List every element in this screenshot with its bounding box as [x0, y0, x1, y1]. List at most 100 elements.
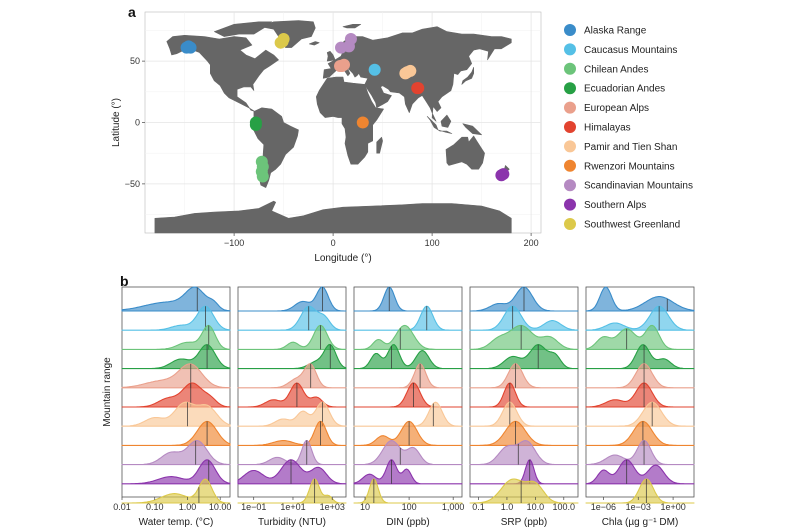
ridge-pamir-and-tien-shan-srp-ppb [469, 401, 579, 427]
ridge-himalayas-chla-g-g-dm [585, 382, 695, 408]
map-site-points [180, 33, 510, 183]
ridge-x-tick-label: 1,000 [442, 502, 465, 512]
ridge-ecuadorian-andes-water-temp-c [121, 344, 231, 370]
ridge-scandinavian-mountains-water-temp-c [121, 440, 231, 466]
map-x-tick-label: −100 [224, 238, 244, 248]
ridge-x-tick-label: 1e−01 [241, 502, 266, 512]
map-point-european-alps [337, 58, 350, 71]
ridge-southwest-greenland-din-ppb [353, 478, 463, 504]
ridge-pamir-and-tien-shan-water-temp-c [121, 401, 231, 427]
ridge-x-tick-label: 1e+01 [280, 502, 305, 512]
ridge-alaska-range-turbidity-ntu [237, 286, 347, 312]
ridge-caucasus-mountains-srp-ppb [469, 305, 579, 331]
legend-swatch-southwest-greenland [564, 218, 576, 230]
ridge-ecuadorian-andes-chla-g-g-dm [585, 344, 695, 370]
ridge-x-tick-label: 1e−03 [626, 502, 651, 512]
map-x-tick-label: 0 [331, 238, 336, 248]
ridge-southwest-greenland-water-temp-c [121, 478, 231, 504]
ridge-alaska-range-water-temp-c [121, 286, 231, 312]
landmass-north-america [166, 34, 279, 112]
ridge-x-tick-label: 1.00 [179, 502, 197, 512]
map-point-rwenzori-mountains [356, 116, 369, 129]
ridge-caucasus-mountains-turbidity-ntu [237, 305, 347, 331]
map-x-tick-label: 200 [524, 238, 539, 248]
ridgeline-panel-water-temp-c: 0.01 0.10 1.00 10.00 Water temp. (°C) [113, 286, 232, 528]
legend-swatch-scandinavian-mountains [564, 179, 576, 192]
ridge-southern-alps-turbidity-ntu [237, 459, 347, 485]
ridge-rwenzori-mountains-turbidity-ntu [237, 420, 347, 446]
ridge-x-tick-label: 0.01 [113, 502, 131, 512]
landmass-iceland [308, 41, 320, 46]
ridge-southern-alps-chla-g-g-dm [585, 459, 695, 485]
map-legend: Alaska Range Caucasus Mountains Chilean An… [564, 24, 693, 231]
ridge-caucasus-mountains-chla-g-g-dm [585, 305, 695, 331]
map-point-alaska-range [184, 41, 197, 54]
map-y-axis-label: Latitude (°) [111, 98, 122, 147]
landmass-new-guinea [462, 123, 482, 136]
ridge-southern-alps-srp-ppb [469, 459, 579, 485]
map-point-southwest-greenland [274, 36, 287, 49]
legend-label-alaska-range: Alaska Range [584, 26, 647, 37]
legend-label-scandinavian-mountains: Scandinavian Mountains [584, 181, 693, 192]
ridge-x-tick-label: 10.0 [527, 502, 545, 512]
ridge-european-alps-turbidity-ntu [237, 363, 347, 389]
ridge-x-tick-label: 1e−06 [591, 502, 616, 512]
ridge-southwest-greenland-srp-ppb [469, 478, 579, 504]
map-x-axis-label: Longitude (°) [314, 253, 371, 264]
ridge-x-tick-label: 0.1 [472, 502, 485, 512]
ridgeline-panel-chla-g-g-dm: 1e−06 1e−03 1e+00 Chla (µg g⁻¹ DM) [585, 286, 695, 528]
ridgeline-panels: 0.01 0.10 1.00 10.00 Water temp. (°C) 1e−01 1e… [113, 286, 695, 528]
ridge-southern-alps-water-temp-c [121, 459, 231, 485]
ridge-rwenzori-mountains-chla-g-g-dm [585, 420, 695, 446]
ridge-scandinavian-mountains-din-ppb [353, 440, 463, 466]
ridge-x-axis-label: Water temp. (°C) [139, 517, 214, 528]
ridge-ecuadorian-andes-din-ppb [353, 344, 463, 370]
map-y-tick-label: −50 [125, 179, 140, 189]
ridge-himalayas-water-temp-c [121, 382, 231, 408]
legend-swatch-caucasus-mountains [564, 43, 576, 56]
ridge-pamir-and-tien-shan-turbidity-ntu [237, 401, 347, 427]
landmass-japan [461, 67, 475, 85]
landmass-africa [315, 76, 384, 165]
ridge-x-axis-label: Turbidity (NTU) [258, 517, 326, 528]
landmass-canadian-islands [214, 21, 273, 37]
ridge-chilean-andes-din-ppb [353, 324, 463, 350]
ridge-southern-alps-din-ppb [353, 459, 463, 485]
ridge-alaska-range-chla-g-g-dm [585, 286, 695, 312]
map-x-tick-label: 100 [425, 238, 440, 248]
ridge-x-tick-label: 10 [360, 502, 370, 512]
map-y-tick-label: 0 [135, 118, 140, 128]
ridge-chilean-andes-srp-ppb [469, 324, 579, 350]
ridge-rwenzori-mountains-water-temp-c [121, 420, 231, 446]
legend-label-chilean-andes: Chilean Andes [584, 64, 649, 75]
ridge-x-tick-label: 0.10 [146, 502, 164, 512]
ridge-himalayas-din-ppb [353, 382, 463, 408]
ridgeline-panel-frame [353, 286, 463, 498]
ridge-x-axis-label: SRP (ppb) [501, 517, 548, 528]
ridge-x-tick-label: 10.00 [209, 502, 232, 512]
map-point-himalayas [412, 82, 425, 95]
ridgeline-panel-frame [237, 286, 347, 498]
legend-swatch-rwenzori-mountains [564, 159, 576, 172]
world-map-panel: −100 0 100 200 −50 0 50 Longitude (°) Latitude… [111, 11, 542, 264]
legend-label-ecuadorian-andes: Ecuadorian Andes [584, 84, 665, 95]
landmass-british-isles [326, 50, 336, 62]
panel-letter-b: b [120, 273, 129, 289]
landmass-antarctica [154, 200, 512, 234]
map-point-scandinavian-mountains [344, 33, 357, 46]
map-point-southern-alps [497, 168, 510, 181]
legend-swatch-chilean-andes [564, 62, 576, 75]
landmass-borneo-guinea [440, 114, 452, 128]
ridge-rwenzori-mountains-srp-ppb [469, 420, 579, 446]
ridge-ecuadorian-andes-srp-ppb [469, 344, 579, 370]
legend-label-rwenzori-mountains: Rwenzori Mountains [584, 161, 675, 172]
ridge-southwest-greenland-chla-g-g-dm [585, 478, 695, 504]
legend-swatch-ecuadorian-andes [564, 82, 576, 95]
legend-swatch-himalayas [564, 121, 576, 133]
ridge-chilean-andes-chla-g-g-dm [585, 324, 695, 350]
legend-label-caucasus-mountains: Caucasus Mountains [584, 45, 677, 56]
legend-swatch-european-alps [564, 101, 576, 114]
ridge-european-alps-chla-g-g-dm [585, 363, 695, 389]
ridge-x-tick-label: 100 [402, 502, 417, 512]
